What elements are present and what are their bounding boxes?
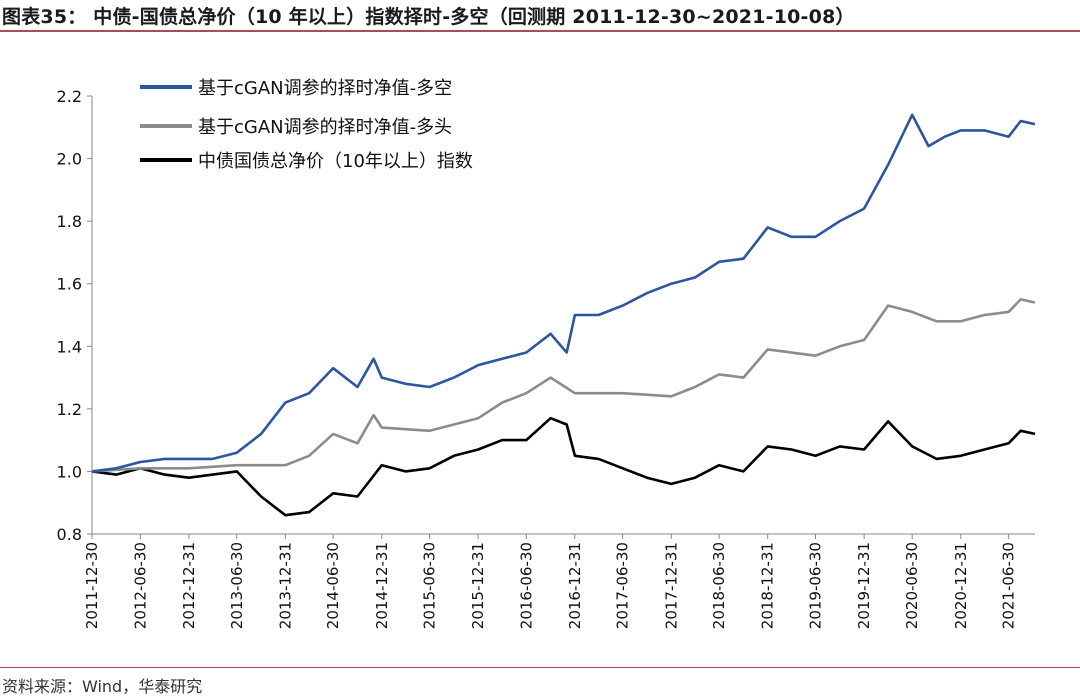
series-lines	[91, 113, 1036, 517]
legend-label-3: 中债国债总净价（10年以上）指数	[198, 151, 473, 172]
y-tick-label: 2.2	[57, 87, 82, 106]
figure-title: 图表35： 中债-国债总净价（10 年以上）指数择时-多空（回测期 2011-1…	[2, 6, 855, 28]
x-tick-label: 2019-12-31	[855, 542, 873, 629]
x-tick-label: 2017-12-31	[662, 542, 680, 629]
x-tick-label: 2013-12-31	[276, 542, 294, 629]
y-tick-label: 2.0	[57, 150, 82, 169]
x-tick-label: 2013-06-30	[228, 542, 246, 629]
x-tick-label: 2014-12-31	[373, 542, 391, 629]
x-tick-label: 2019-06-30	[806, 542, 824, 629]
axes: 0.8 1.0 1.2 1.4 1.6 1.8 2.0 2.2 2011-12-30 2012-0…	[57, 87, 1035, 629]
x-tick-label: 2016-12-31	[566, 542, 584, 629]
x-tick-label: 2020-06-30	[903, 542, 921, 629]
x-tick-label: 2015-06-30	[421, 542, 439, 629]
title-rule	[0, 30, 1080, 32]
y-tick-label: 0.8	[57, 525, 82, 544]
series-line-3	[91, 416, 1036, 517]
y-tick-label: 1.4	[57, 337, 82, 356]
source-rule	[0, 667, 1080, 668]
y-tick-label: 1.2	[57, 400, 82, 419]
y-tick-label: 1.6	[57, 275, 82, 294]
legend: 基于cGAN调参的择时净值-多空基于cGAN调参的择时净值-多头中债国债总净价（…	[140, 78, 473, 172]
x-tick-label: 2012-12-31	[180, 542, 198, 629]
x-tick-label: 2017-06-30	[614, 542, 632, 629]
series-line-2	[91, 298, 1036, 473]
x-tick-label: 2021-06-30	[1000, 542, 1018, 629]
y-tick-label: 1.8	[57, 212, 82, 231]
x-tick-label: 2012-06-30	[131, 542, 149, 629]
legend-label-1: 基于cGAN调参的择时净值-多空	[198, 78, 452, 99]
x-tick-label: 2011-12-30	[83, 542, 101, 629]
x-tick-label: 2020-12-31	[952, 542, 970, 629]
x-tick-label: 2018-12-31	[759, 542, 777, 629]
source-note: 资料来源：Wind，华泰研究	[2, 677, 203, 696]
legend-label-2: 基于cGAN调参的择时净值-多头	[198, 117, 452, 138]
x-tick-label: 2014-06-30	[324, 542, 342, 629]
y-tick-label: 1.0	[57, 462, 82, 481]
series-line-1	[91, 113, 1036, 473]
x-tick-label: 2018-06-30	[710, 542, 728, 629]
x-tick-label: 2015-12-31	[469, 542, 487, 629]
x-tick-label: 2016-06-30	[517, 542, 535, 629]
